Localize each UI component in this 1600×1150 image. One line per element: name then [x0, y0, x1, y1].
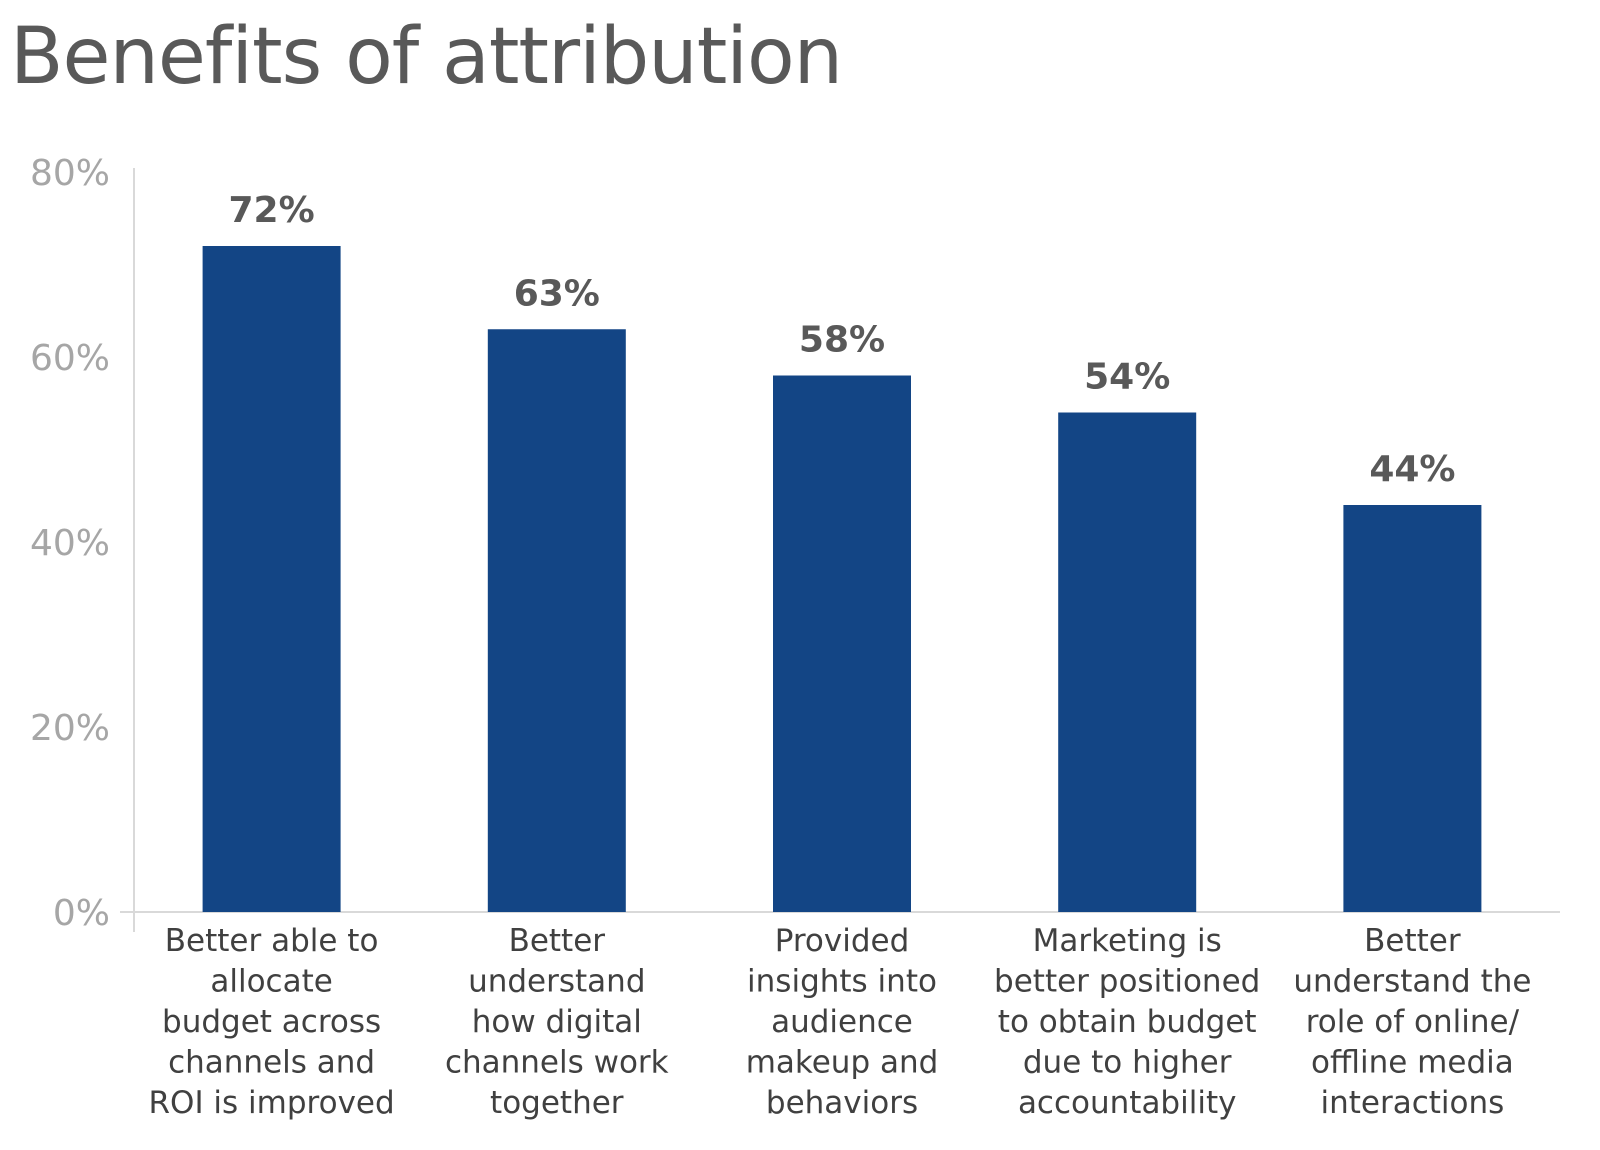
x-category-label: ROI is improved	[149, 1085, 395, 1121]
x-category-label: to obtain budget	[998, 1004, 1257, 1040]
bar	[1343, 505, 1482, 912]
bar	[773, 375, 911, 912]
bar	[1058, 412, 1197, 912]
y-tick-label: 0%	[53, 893, 110, 934]
x-category-label: understand the	[1293, 964, 1531, 1000]
x-category-label: allocate	[210, 964, 332, 1000]
data-label: 63%	[514, 273, 600, 314]
chart-title: Benefits of attribution	[10, 12, 843, 102]
data-label: 44%	[1369, 449, 1455, 490]
x-category-label: Better	[1364, 923, 1461, 959]
x-category-label: Better able to	[165, 923, 379, 959]
x-category-label: makeup and	[746, 1045, 939, 1081]
x-category-label: interactions	[1320, 1085, 1504, 1121]
x-category-label: accountability	[1018, 1085, 1237, 1121]
x-category-label: due to higher	[1023, 1045, 1232, 1081]
x-category-label: audience	[771, 1004, 913, 1040]
x-category-label: understand	[468, 964, 645, 1000]
x-category-label: behaviors	[766, 1085, 918, 1121]
x-category-label: Marketing is	[1033, 923, 1222, 959]
y-tick-label: 20%	[30, 708, 110, 749]
x-category-label: offline media	[1311, 1045, 1514, 1081]
x-category-label: channels and	[168, 1045, 375, 1081]
data-label: 58%	[799, 320, 885, 361]
x-category-label: channels work	[445, 1045, 669, 1081]
y-tick-label: 40%	[30, 523, 110, 564]
x-category-label: role of online/	[1306, 1004, 1520, 1040]
x-category-label: Better	[509, 923, 606, 959]
x-category-label: together	[490, 1085, 624, 1121]
x-category-label: Provided	[775, 923, 910, 959]
x-category-label: budget across	[162, 1004, 381, 1040]
data-label: 54%	[1084, 357, 1170, 398]
x-category-label: insights into	[747, 964, 937, 1000]
data-label: 72%	[229, 190, 315, 231]
bar	[202, 246, 341, 912]
x-category-label: better positioned	[994, 964, 1260, 1000]
x-category-label: how digital	[472, 1004, 642, 1040]
y-tick-label: 80%	[30, 153, 110, 194]
y-tick-label: 60%	[30, 338, 110, 379]
bar	[487, 329, 626, 912]
